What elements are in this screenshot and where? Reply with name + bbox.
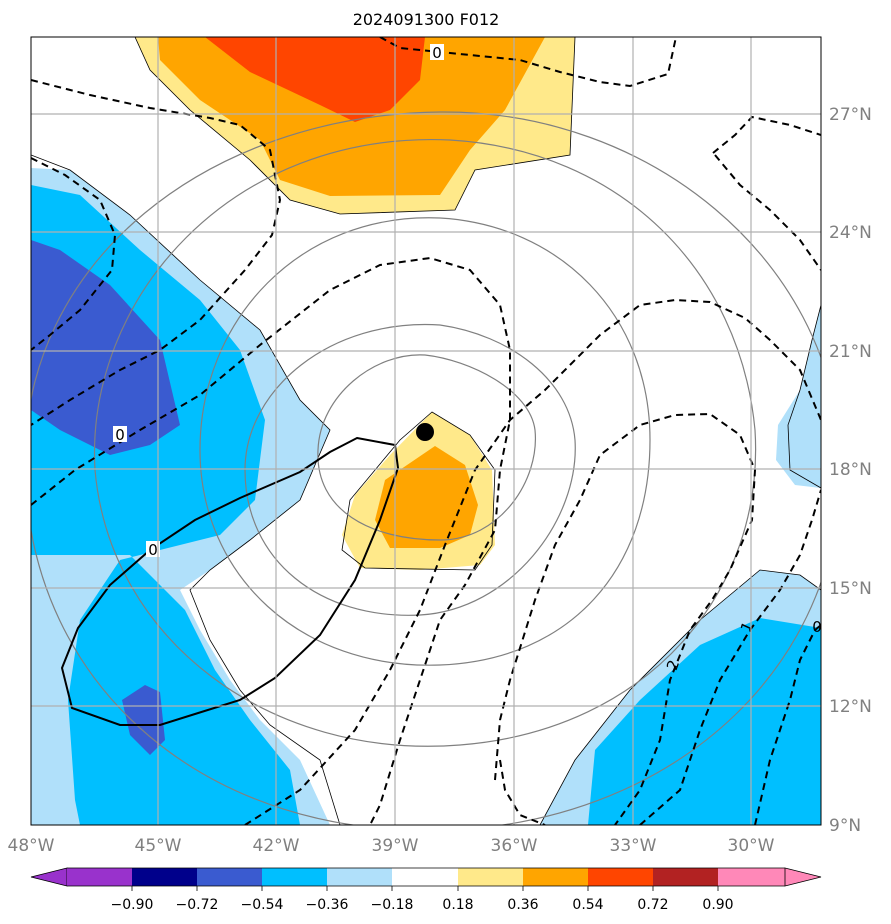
colorbar-segment [653,868,718,886]
colorbar-segment [523,868,588,886]
dashed-far-left [31,157,117,351]
dashed-bottom-wrap [499,759,546,825]
gray-contour-5 [31,111,821,825]
colorbar-tick-label: 0.36 [507,897,538,913]
dashed-top [379,37,677,88]
gray-contours [31,111,821,825]
shade-positive-top-redorange [205,37,425,122]
y-tick-label: 27°N [829,105,872,125]
y-tick-labels: 27°N 24°N 21°N 18°N 15°N 12°N 9°N [829,105,872,836]
outline-center [341,411,496,571]
colorbar-tick-label: 0.90 [702,897,733,913]
colorbar-segment [718,868,785,886]
colorbar-tick-label: −0.18 [371,897,414,913]
colorbar-segment [458,868,523,886]
outline-right-edge [787,304,821,489]
x-tick-label: 39°W [372,836,419,856]
storm-center-marker [416,423,434,441]
contour-label-edge: 0 [812,618,822,636]
y-tick-label: 18°N [829,460,872,480]
colorbar-segment [132,868,197,886]
colorbar-tick-label: −0.36 [306,897,349,913]
shade-positive-center-orange [375,446,478,548]
gray-contour-1 [317,354,536,541]
y-tick-label: 24°N [829,223,872,243]
colorbar-tick-label: −0.90 [111,897,154,913]
x-tick-labels: 48°W 45°W 42°W 39°W 36°W 33°W 30°W [8,836,775,856]
colorbar-tick-label: 0.72 [637,897,668,913]
dashed-contours [31,37,821,825]
dashed-right-1 [639,489,821,825]
colorbar-segment [67,868,132,886]
outline-left [31,154,341,825]
gray-contour-3 [199,217,651,666]
figure-title: 2024091300 F012 [353,10,500,29]
contour-label-solid: 0 [148,541,158,559]
contour-label-top: 0 [432,44,442,62]
y-tick-label: 12°N [829,697,872,717]
x-tick-label: 30°W [728,836,775,856]
colorbar-segment [392,868,458,886]
dashed-upper-right [712,115,821,154]
dashed-center-right [244,298,821,825]
map-area: 0 0 0 2 1 0 [31,37,822,825]
map-frame [30,36,822,826]
dashed-right-edge-0 [754,624,821,825]
x-tick-label: 33°W [610,836,657,856]
contour-labels: 0 0 0 2 1 0 [113,44,822,673]
colorbar-tick-label: −0.72 [176,897,219,913]
gray-contour-4 [93,139,757,747]
colorbar-segment [197,868,262,886]
colorbar-tick-label: 0.18 [442,897,473,913]
y-tick-label: 15°N [829,579,872,599]
colorbar-tick-label: −0.54 [241,897,284,913]
dashed-upper-left [31,79,282,426]
shade-negative-left-royal-small [122,685,165,755]
colorbar: −0.90 −0.72 −0.54 −0.36 −0.18 0.18 0.36 … [30,867,822,913]
gridlines [31,37,821,825]
x-tick-label: 48°W [8,836,55,856]
dashed-right-2 [494,412,757,825]
shade-negative-right-cyan [588,618,821,825]
colorbar-extend-high [784,867,822,887]
colorbar-segment [327,868,392,886]
solid-contour [60,436,400,726]
outline-top [134,37,576,215]
y-tick-label: 21°N [829,342,872,362]
colorbar-segment [588,868,653,886]
contour-label-left: 0 [115,426,125,444]
x-tick-label: 36°W [491,836,538,856]
dashed-right-upper [714,154,821,271]
colorbar-segment [262,868,327,886]
x-tick-label: 42°W [253,836,300,856]
y-tick-label: 9°N [829,816,861,836]
x-tick-label: 45°W [135,836,182,856]
colorbar-tick-label: 0.54 [572,897,603,913]
colorbar-ticks [131,886,719,891]
dashed-left-zero [31,256,511,825]
colorbar-extend-low [30,867,68,887]
